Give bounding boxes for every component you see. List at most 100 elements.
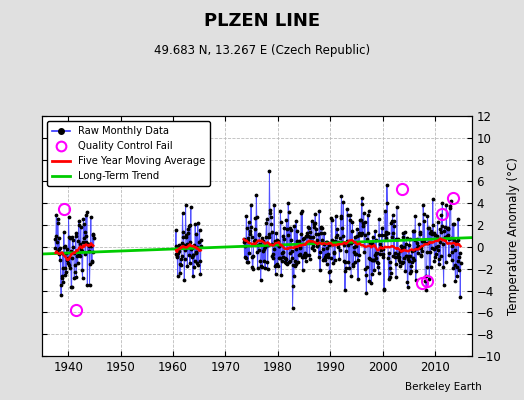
Point [318,225,326,231]
Point [376,251,384,258]
Point [242,255,250,261]
Point [416,245,424,252]
Point [348,218,356,225]
Point [417,253,425,259]
Point [356,231,364,238]
Point [369,256,378,263]
Point [75,218,83,224]
Point [429,230,438,236]
Point [71,262,79,268]
Point [54,246,63,252]
Point [82,212,90,218]
Point [407,267,415,274]
Point [192,231,201,237]
Point [406,270,414,276]
Point [273,261,281,267]
Point [451,262,459,268]
Point [321,257,329,264]
Point [315,249,324,255]
Point [323,239,332,245]
Point [259,258,268,264]
Point [320,241,329,247]
Point [380,232,389,238]
Point [401,268,409,274]
Point [185,222,194,228]
Point [241,253,249,260]
Point [317,224,325,231]
Point [177,262,185,268]
Point [256,240,264,247]
Point [330,249,338,255]
Point [419,202,427,208]
Point [356,217,364,223]
Point [341,287,349,293]
Point [71,230,80,236]
Point [272,230,280,236]
Point [61,272,69,278]
Point [447,257,456,263]
Point [244,235,253,241]
Point [276,255,284,261]
Point [399,233,407,240]
Point [313,243,322,249]
Point [435,239,444,246]
Point [272,262,280,268]
Point [172,251,181,257]
Point [263,259,271,266]
Point [68,254,76,261]
Point [387,270,395,276]
Point [80,235,88,242]
Point [383,200,391,206]
Point [345,239,353,245]
Point [304,225,313,231]
Point [358,195,366,202]
Point [52,233,60,239]
Point [280,225,288,231]
Point [354,276,362,282]
Point [400,255,408,262]
Point [416,229,424,236]
Point [195,227,204,234]
Point [388,211,397,218]
Point [66,265,74,271]
Point [300,252,309,258]
Point [418,248,427,254]
Point [304,224,312,230]
Point [182,234,191,241]
Point [379,254,387,260]
Point [413,236,422,242]
Point [70,250,78,256]
Point [409,247,418,253]
Point [57,292,66,298]
Point [364,212,372,219]
Point [249,253,257,259]
Point [319,246,328,252]
Point [357,200,366,207]
Point [303,252,311,258]
Point [445,236,453,242]
Point [399,229,408,236]
Point [446,203,454,210]
Point [342,247,351,254]
Point [442,202,451,208]
Point [404,255,412,262]
Point [56,256,64,263]
Point [387,220,396,227]
Point [375,216,383,222]
Point [279,254,287,260]
Point [246,231,254,237]
Point [422,286,430,293]
Point [78,248,86,254]
Point [184,223,193,230]
Point [64,260,72,266]
Point [339,233,347,239]
Point [66,234,74,241]
Point [283,232,292,239]
Point [191,221,199,227]
Point [196,258,204,264]
Point [190,242,199,248]
Point [242,213,250,220]
Point [277,219,285,226]
Point [433,233,441,239]
Point [246,228,254,234]
